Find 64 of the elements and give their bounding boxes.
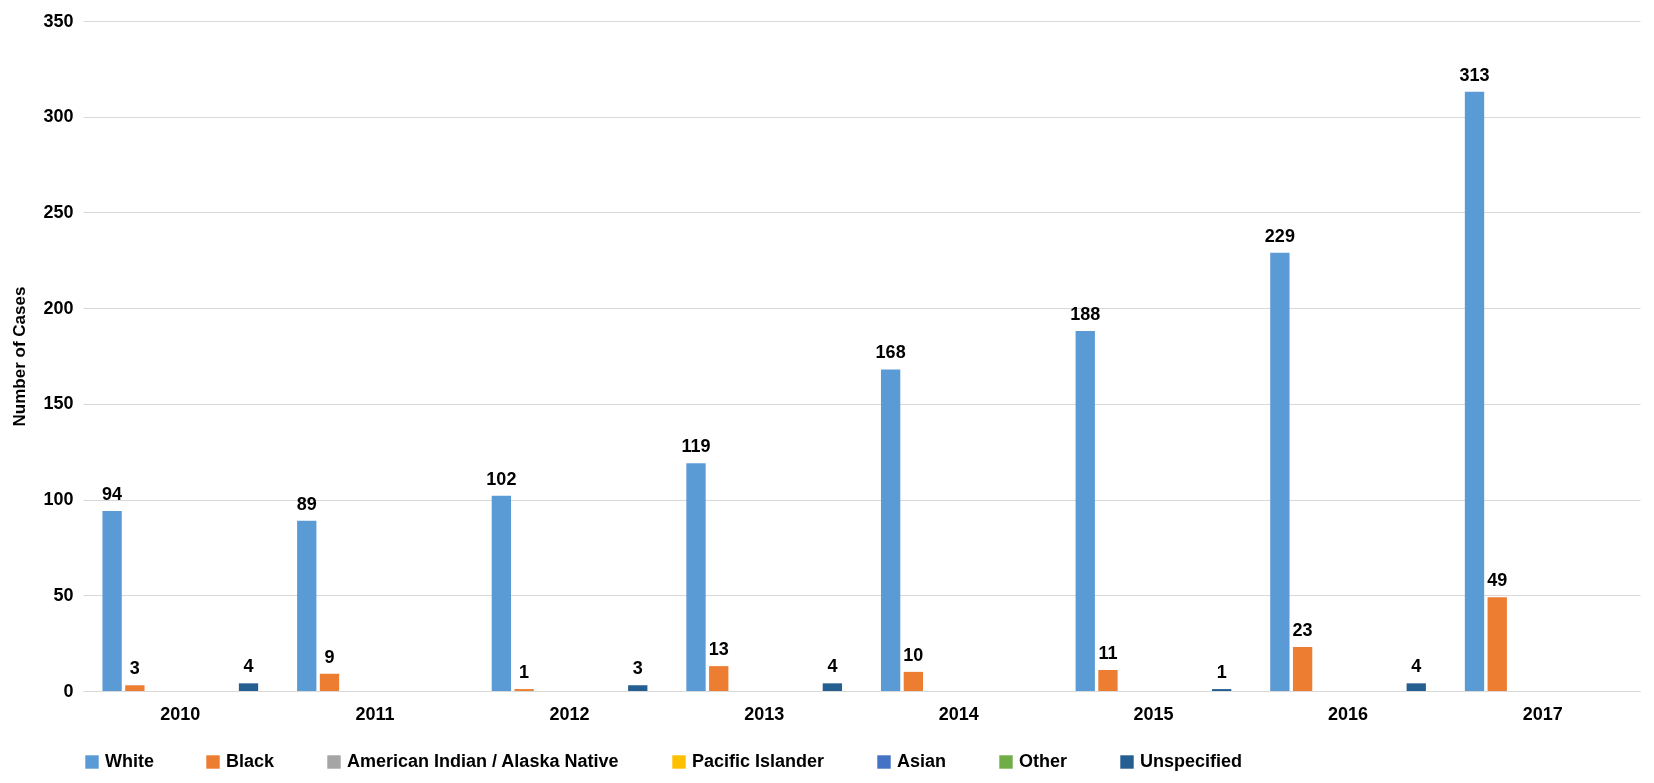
x-tick-label: 2010	[160, 703, 201, 724]
data-label: 168	[875, 342, 906, 363]
data-label: 188	[1070, 304, 1101, 325]
data-label: 119	[681, 436, 711, 457]
x-tick-label: 2011	[355, 703, 395, 724]
bar	[319, 673, 340, 691]
bar	[1487, 597, 1507, 691]
data-label: 4	[1411, 656, 1422, 677]
bar	[628, 685, 648, 691]
data-label: 4	[243, 656, 254, 677]
bar	[125, 685, 145, 691]
y-tick-label: 350	[43, 10, 74, 31]
bar	[822, 683, 843, 691]
data-label: 102	[486, 468, 517, 489]
data-label: 23	[1292, 619, 1313, 640]
y-tick-label: 50	[53, 584, 74, 605]
x-tick-label: 2013	[744, 703, 785, 724]
data-label: 3	[632, 658, 643, 679]
bar	[491, 495, 512, 691]
bar	[1098, 669, 1118, 691]
bar	[1406, 683, 1426, 691]
bar	[1270, 252, 1290, 691]
data-label: 4	[827, 656, 838, 677]
bar	[1075, 331, 1095, 691]
data-label: 1	[1216, 662, 1227, 683]
legend-label: Asian	[897, 751, 947, 771]
bar	[880, 369, 901, 691]
data-label: 13	[708, 639, 729, 660]
y-tick-label: 250	[43, 201, 74, 222]
bar	[238, 683, 259, 691]
data-label: 11	[1098, 642, 1118, 663]
y-tick-label: 200	[43, 297, 74, 318]
bar	[903, 671, 924, 691]
data-label: 9	[324, 646, 335, 667]
y-tick-label: 100	[43, 489, 74, 510]
y-axis-title: Number of Cases	[10, 286, 30, 427]
bar	[1292, 646, 1313, 691]
legend-label: White	[105, 751, 154, 771]
bar	[686, 463, 706, 691]
data-label: 10	[903, 644, 924, 665]
legend-label: Other	[1019, 751, 1068, 771]
bar	[1464, 91, 1485, 691]
data-label: 229	[1264, 225, 1295, 246]
x-tick-label: 2012	[549, 703, 590, 724]
y-tick-label: 300	[43, 106, 74, 127]
y-tick-label: 150	[43, 393, 74, 414]
data-label: 94	[102, 484, 123, 505]
data-label: 313	[1459, 64, 1490, 85]
bar	[297, 520, 317, 691]
legend-label: Pacific Islander	[692, 751, 825, 771]
legend-label: American Indian / Alaska Native	[347, 751, 619, 771]
legend-label: Unspecified	[1140, 751, 1243, 771]
bar	[709, 666, 729, 691]
legend-label: Black	[226, 751, 276, 771]
x-tick-label: 2017	[1522, 703, 1563, 724]
y-tick-label: 0	[63, 680, 74, 701]
data-label: 89	[296, 493, 317, 514]
x-tick-label: 2015	[1133, 703, 1174, 724]
data-label: 1	[519, 662, 530, 683]
data-label: 3	[129, 658, 140, 679]
x-tick-label: 2014	[938, 703, 979, 724]
x-tick-label: 2016	[1328, 703, 1369, 724]
data-label: 49	[1487, 570, 1508, 591]
bar	[102, 511, 122, 691]
